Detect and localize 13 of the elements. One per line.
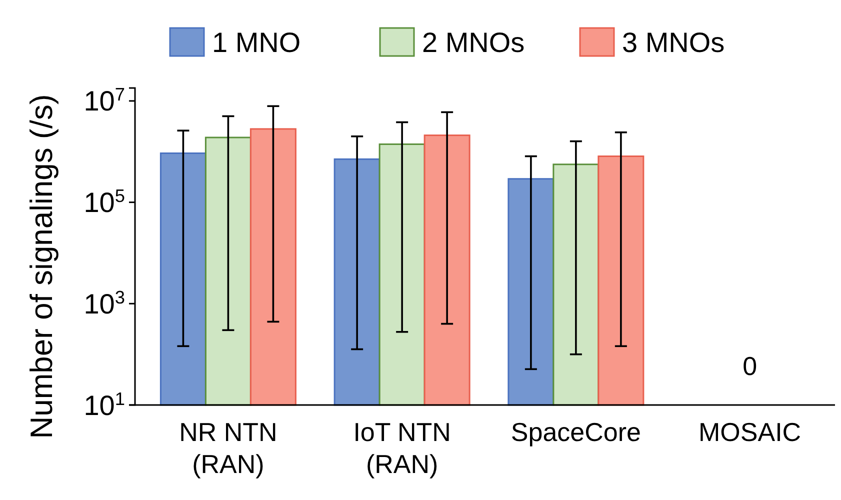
y-tick-label: 10$^{7}$ bbox=[84, 84, 125, 117]
x-tick-label: MOSAIC bbox=[698, 417, 802, 447]
y-tick-label: 10$^{1}$ bbox=[84, 388, 125, 421]
x-tick-label: NR NTN (RAN) bbox=[179, 417, 278, 479]
y-tick-label: 10$^{3}$ bbox=[84, 287, 125, 320]
x-tick-label: SpaceCore bbox=[510, 417, 641, 447]
annotation: 0 bbox=[742, 351, 758, 382]
legend-label: 2 MNOs bbox=[422, 26, 525, 58]
y-axis-title: Number of signalings (/s) bbox=[24, 94, 59, 439]
legend-label: 1 MNO bbox=[212, 26, 301, 58]
y-tick-label: 10$^{5}$ bbox=[84, 186, 125, 218]
x-tick-label: IoT NTN (RAN) bbox=[353, 417, 451, 479]
legend-label: 3 MNOs bbox=[622, 26, 725, 58]
